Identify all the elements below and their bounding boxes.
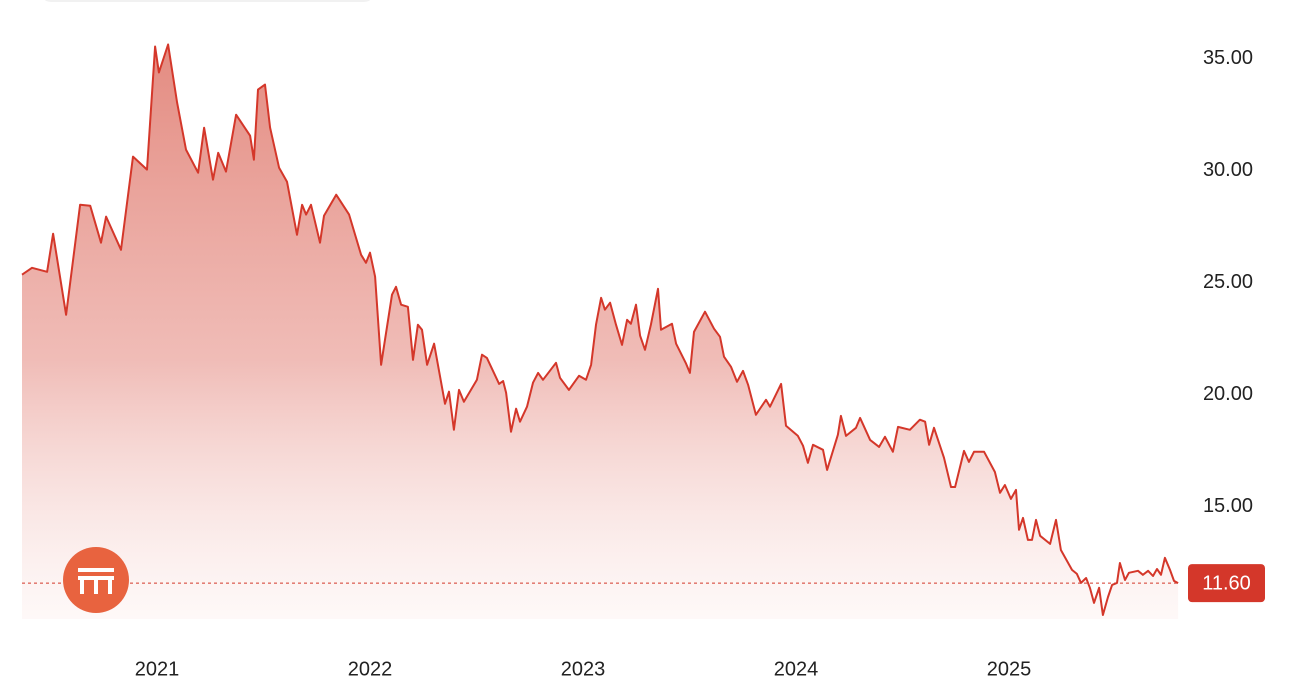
y-tick-label: 20.00 xyxy=(1203,383,1253,405)
y-tick-label: 25.00 xyxy=(1203,271,1253,293)
toolbar-pill xyxy=(44,0,371,2)
price-line xyxy=(21,43,1179,616)
x-tick-label: 2024 xyxy=(774,658,819,680)
price-badge xyxy=(1188,564,1265,603)
x-tick-label: 2021 xyxy=(135,658,180,680)
plot-area: 15.00 20.00 25.00 30.00 35.00 2021 2022 2023 202… xyxy=(21,43,1265,680)
x-tick-label: 2022 xyxy=(348,658,393,680)
logo xyxy=(63,547,129,613)
y-tick-label: 30.00 xyxy=(1203,159,1253,181)
price-area xyxy=(22,44,1179,619)
x-tick-label: 2023 xyxy=(561,658,606,680)
y-tick-label: 15.00 xyxy=(1203,495,1253,517)
y-tick-label: 35.00 xyxy=(1203,47,1253,69)
price-badge-label: 11.60 xyxy=(1202,572,1251,594)
x-tick-label: 2025 xyxy=(987,658,1032,680)
